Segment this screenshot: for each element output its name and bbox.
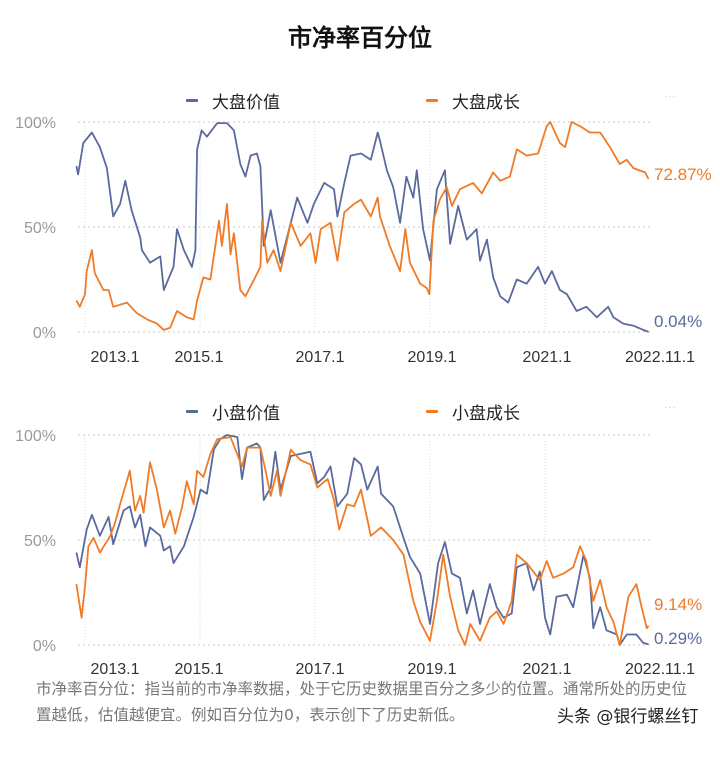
- y-tick-label: 0%: [33, 325, 56, 342]
- footnote: 市净率百分位：指当前的市净率数据，处于它历史数据里百分之多少的位置。通常所处的历…: [36, 680, 688, 724]
- page-title: 市净率百分位: [285, 18, 435, 53]
- end-value-label: 0.04%: [654, 312, 702, 331]
- more-icon: ···: [664, 92, 677, 103]
- end-value-label: 9.14%: [654, 595, 702, 614]
- more-icon: ···: [664, 403, 677, 414]
- legend-swatch: [186, 410, 198, 413]
- legend-label: 大盘价值: [212, 93, 280, 113]
- x-tick-label: 2013.1: [91, 349, 140, 366]
- series-line-大盘价值: [75, 122, 649, 333]
- legend-label: 小盘成长: [452, 404, 520, 424]
- x-tick-label: 2015.1: [175, 349, 224, 366]
- legend-label: 大盘成长: [452, 93, 520, 113]
- legend-item-small-growth: 小盘成长: [426, 399, 520, 424]
- series-line-大盘成长: [75, 121, 650, 331]
- legend-item-large-value: 大盘价值: [186, 88, 280, 113]
- x-tick-label: 2022.11.1: [625, 661, 695, 678]
- x-tick-label: 2021.1: [523, 349, 572, 366]
- legend-item-large-growth: 大盘成长: [426, 88, 520, 113]
- end-value-label: 72.87%: [654, 165, 712, 184]
- y-tick-label: 100%: [15, 115, 56, 132]
- end-value-label: 0.29%: [654, 629, 702, 648]
- x-tick-label: 2013.1: [91, 661, 140, 678]
- y-tick-label: 0%: [33, 638, 56, 655]
- x-tick-label: 2017.1: [296, 661, 345, 678]
- legend-item-small-value: 小盘价值: [186, 399, 280, 424]
- watermark: 头条 @银行螺丝钉: [557, 707, 699, 727]
- x-tick-label: 2017.1: [296, 349, 345, 366]
- legend-label: 小盘价值: [212, 404, 280, 424]
- legend-swatch: [426, 410, 438, 413]
- x-tick-label: 2019.1: [408, 661, 457, 678]
- legend-swatch: [186, 99, 198, 102]
- y-tick-label: 100%: [15, 428, 56, 445]
- y-tick-label: 50%: [24, 220, 56, 237]
- series-line-小盘成长: [75, 436, 650, 646]
- x-tick-label: 2019.1: [408, 349, 457, 366]
- legend-swatch: [426, 99, 438, 102]
- title-wrap: 市净率百分位: [0, 18, 720, 53]
- series-line-小盘价值: [75, 434, 649, 646]
- page-title-text: 市净率百分位: [288, 24, 432, 52]
- x-tick-label: 2015.1: [175, 661, 224, 678]
- x-tick-label: 2021.1: [523, 661, 572, 678]
- y-tick-label: 50%: [24, 533, 56, 550]
- x-tick-label: 2022.11.1: [625, 349, 695, 366]
